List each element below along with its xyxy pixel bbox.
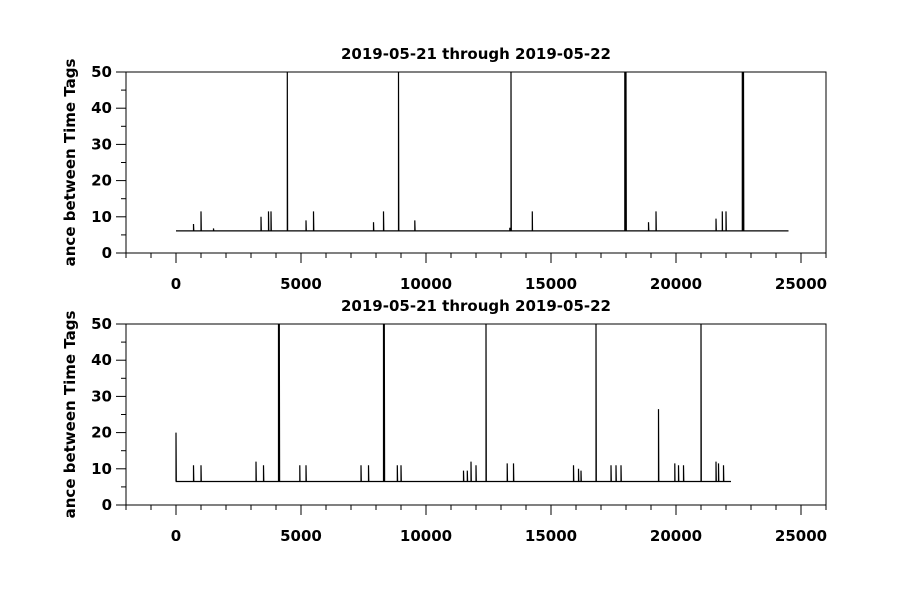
- panel-1-ytick-label: 20: [91, 172, 112, 190]
- panel-2-xtick-label: 20000: [650, 527, 702, 545]
- panel-2-ytick-label: 50: [91, 315, 112, 333]
- panel-2-series-line: [175, 323, 731, 483]
- panel-1-ylabel: ance between Time Tags: [61, 59, 79, 267]
- panel-1-series-line: [176, 71, 789, 232]
- panel-2-ytick-label: 20: [91, 424, 112, 442]
- panel-1-xtick-label: 15000: [525, 275, 577, 293]
- panel-2-frame: [125, 323, 827, 506]
- panel-2-title: 2019-05-21 through 2019-05-22: [341, 297, 611, 315]
- panel-2-xtick-label: 25000: [775, 527, 827, 545]
- panel-2-xtick-label: 15000: [525, 527, 577, 545]
- panel-1-xtick-label: 0: [171, 275, 181, 293]
- panel-2-ytick-label: 40: [91, 351, 112, 369]
- panel-1-title: 2019-05-21 through 2019-05-22: [341, 45, 611, 63]
- panel-2-xtick-label: 0: [171, 527, 181, 545]
- panel-1-xtick-label: 5000: [280, 275, 322, 293]
- panel-2-series: [175, 323, 731, 483]
- panel-1-ytick-label: 30: [91, 135, 112, 153]
- panel-1-ytick-label: 10: [91, 208, 112, 226]
- panel-2: 2019-05-21 through 2019-05-22 ance betwe…: [61, 297, 827, 545]
- panel-2-ytick-label: 30: [91, 387, 112, 405]
- panel-1-ticks: 0 5000 10000 15000 20000 25000 0 10 20 30 40 50: [91, 63, 827, 293]
- panel-2-ticks: 0 5000 10000 15000 20000 25000 0 10 20 30 40 50: [91, 315, 827, 545]
- panel-1-series: [176, 71, 789, 232]
- panel-1-xtick-label: 25000: [775, 275, 827, 293]
- panel-1-ytick-label: 50: [91, 63, 112, 81]
- panel-2-ytick-label: 10: [91, 460, 112, 478]
- panel-1-frame: [125, 71, 827, 254]
- panel-1-ytick-label: 0: [102, 244, 112, 262]
- panel-2-xtick-label: 10000: [400, 527, 452, 545]
- panel-2-ylabel: ance between Time Tags: [61, 311, 79, 519]
- panel-1: 2019-05-21 through 2019-05-22 ance betwe…: [61, 45, 827, 293]
- panel-1-xtick-label: 20000: [650, 275, 702, 293]
- panel-1-xtick-label: 10000: [400, 275, 452, 293]
- panel-2-ytick-label: 0: [102, 496, 112, 514]
- panel-1-ytick-label: 40: [91, 99, 112, 117]
- panel-2-xtick-label: 5000: [280, 527, 322, 545]
